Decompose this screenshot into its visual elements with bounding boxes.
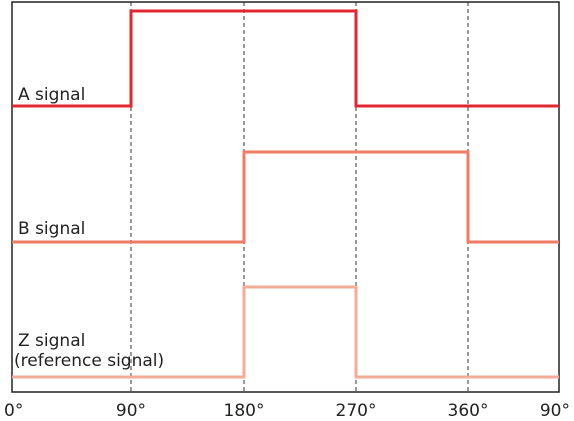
signal-z-label: Z signal <box>18 331 85 351</box>
signal-a-label: A signal <box>18 85 85 105</box>
tick-label-360: 360° <box>448 401 489 421</box>
signal-b-waveform <box>12 150 559 244</box>
gridlines <box>130 2 469 392</box>
diagram-frame <box>11 1 560 393</box>
tick-label-0: 0° <box>4 401 23 421</box>
signal-b-label: B signal <box>18 219 85 239</box>
tick-label-90-wrap: 90° <box>540 401 570 421</box>
x-axis-ticks: 0° 90° 180° 270° 360° 90° <box>4 401 570 421</box>
tick-label-270: 270° <box>336 401 377 421</box>
tick-label-180: 180° <box>224 401 265 421</box>
signal-z-sublabel: (reference signal) <box>14 351 164 371</box>
tick-label-90: 90° <box>116 401 146 421</box>
signal-a-waveform <box>12 9 559 108</box>
signal-a: A signal <box>12 9 559 108</box>
signal-z-waveform <box>12 285 559 379</box>
signal-b: B signal <box>12 150 559 244</box>
signal-z: Z signal (reference signal) <box>12 285 559 379</box>
